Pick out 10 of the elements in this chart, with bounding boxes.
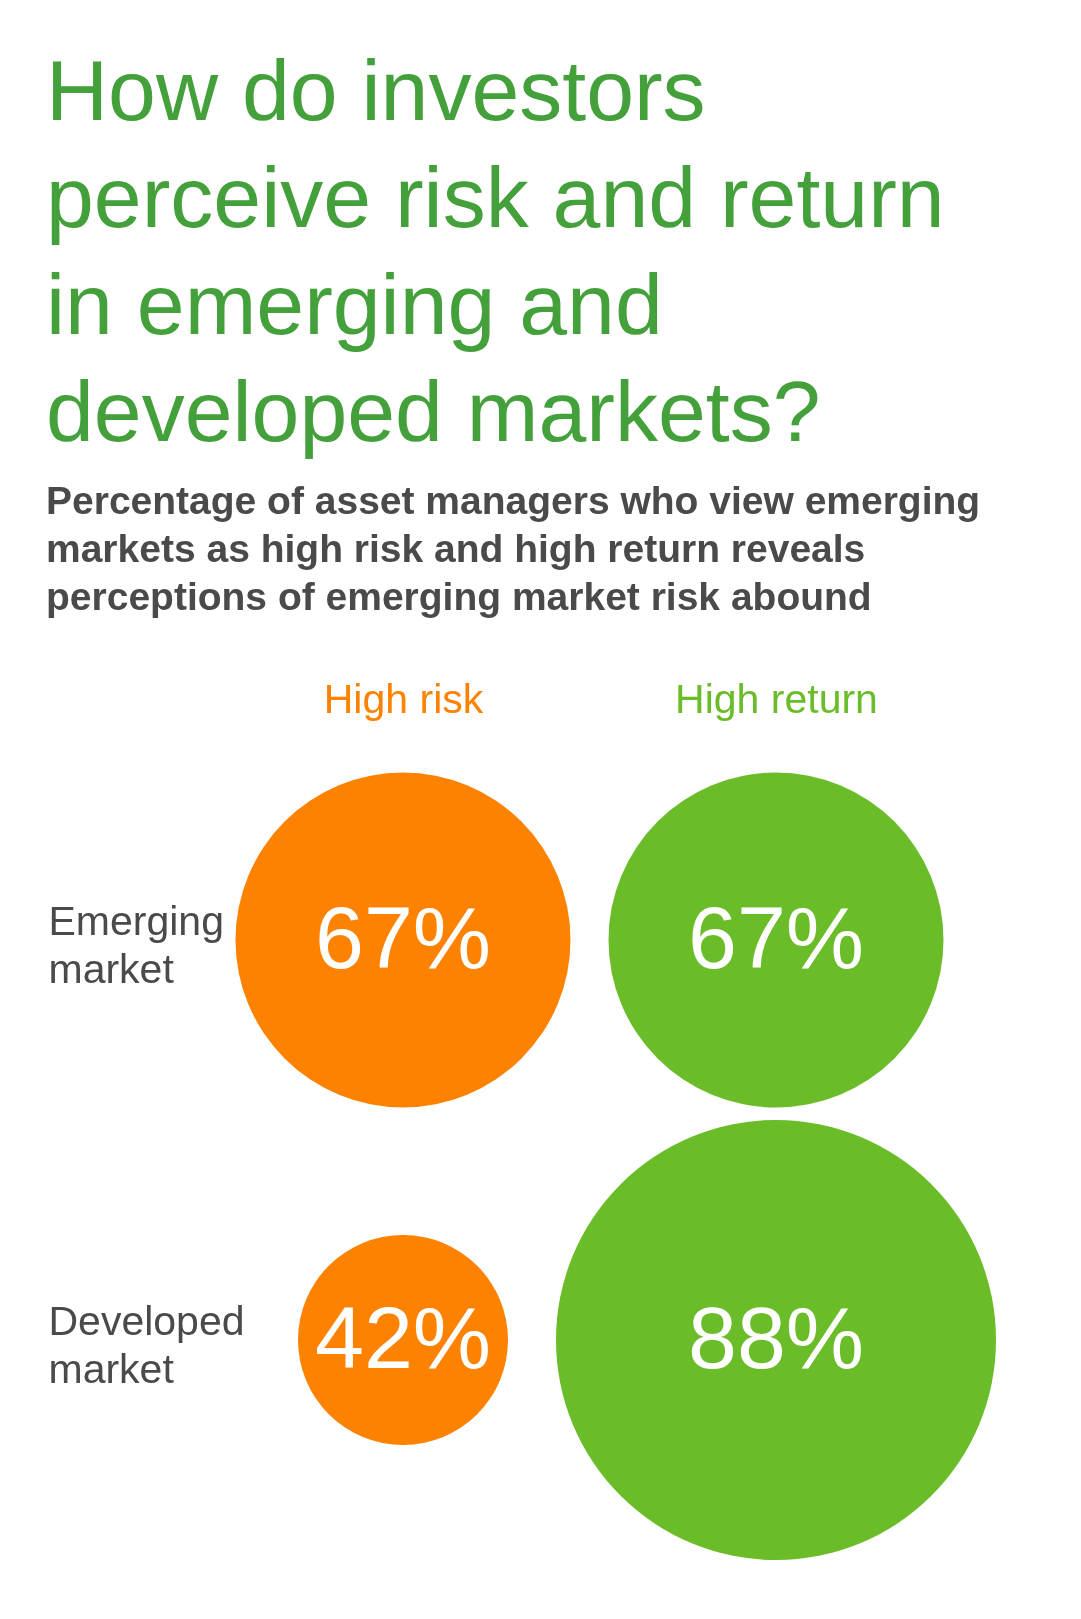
category-label: Developed market	[48, 1297, 245, 1392]
text: Percentage of asset managers who view emerging markets as high risk and high return reveals perceptions of emerging market risk abound	[46, 479, 981, 618]
data-label: 67%	[687, 888, 865, 987]
data-label: 42%	[314, 1288, 492, 1387]
category-label: Emerging market	[48, 897, 224, 992]
text: How do investors perceive risk and return in emerging and developed markets?	[46, 42, 945, 459]
series-label: High risk	[323, 675, 484, 722]
data-label: 88%	[687, 1288, 865, 1387]
series-label: High return	[675, 675, 878, 722]
data-label: 67%	[314, 888, 492, 987]
